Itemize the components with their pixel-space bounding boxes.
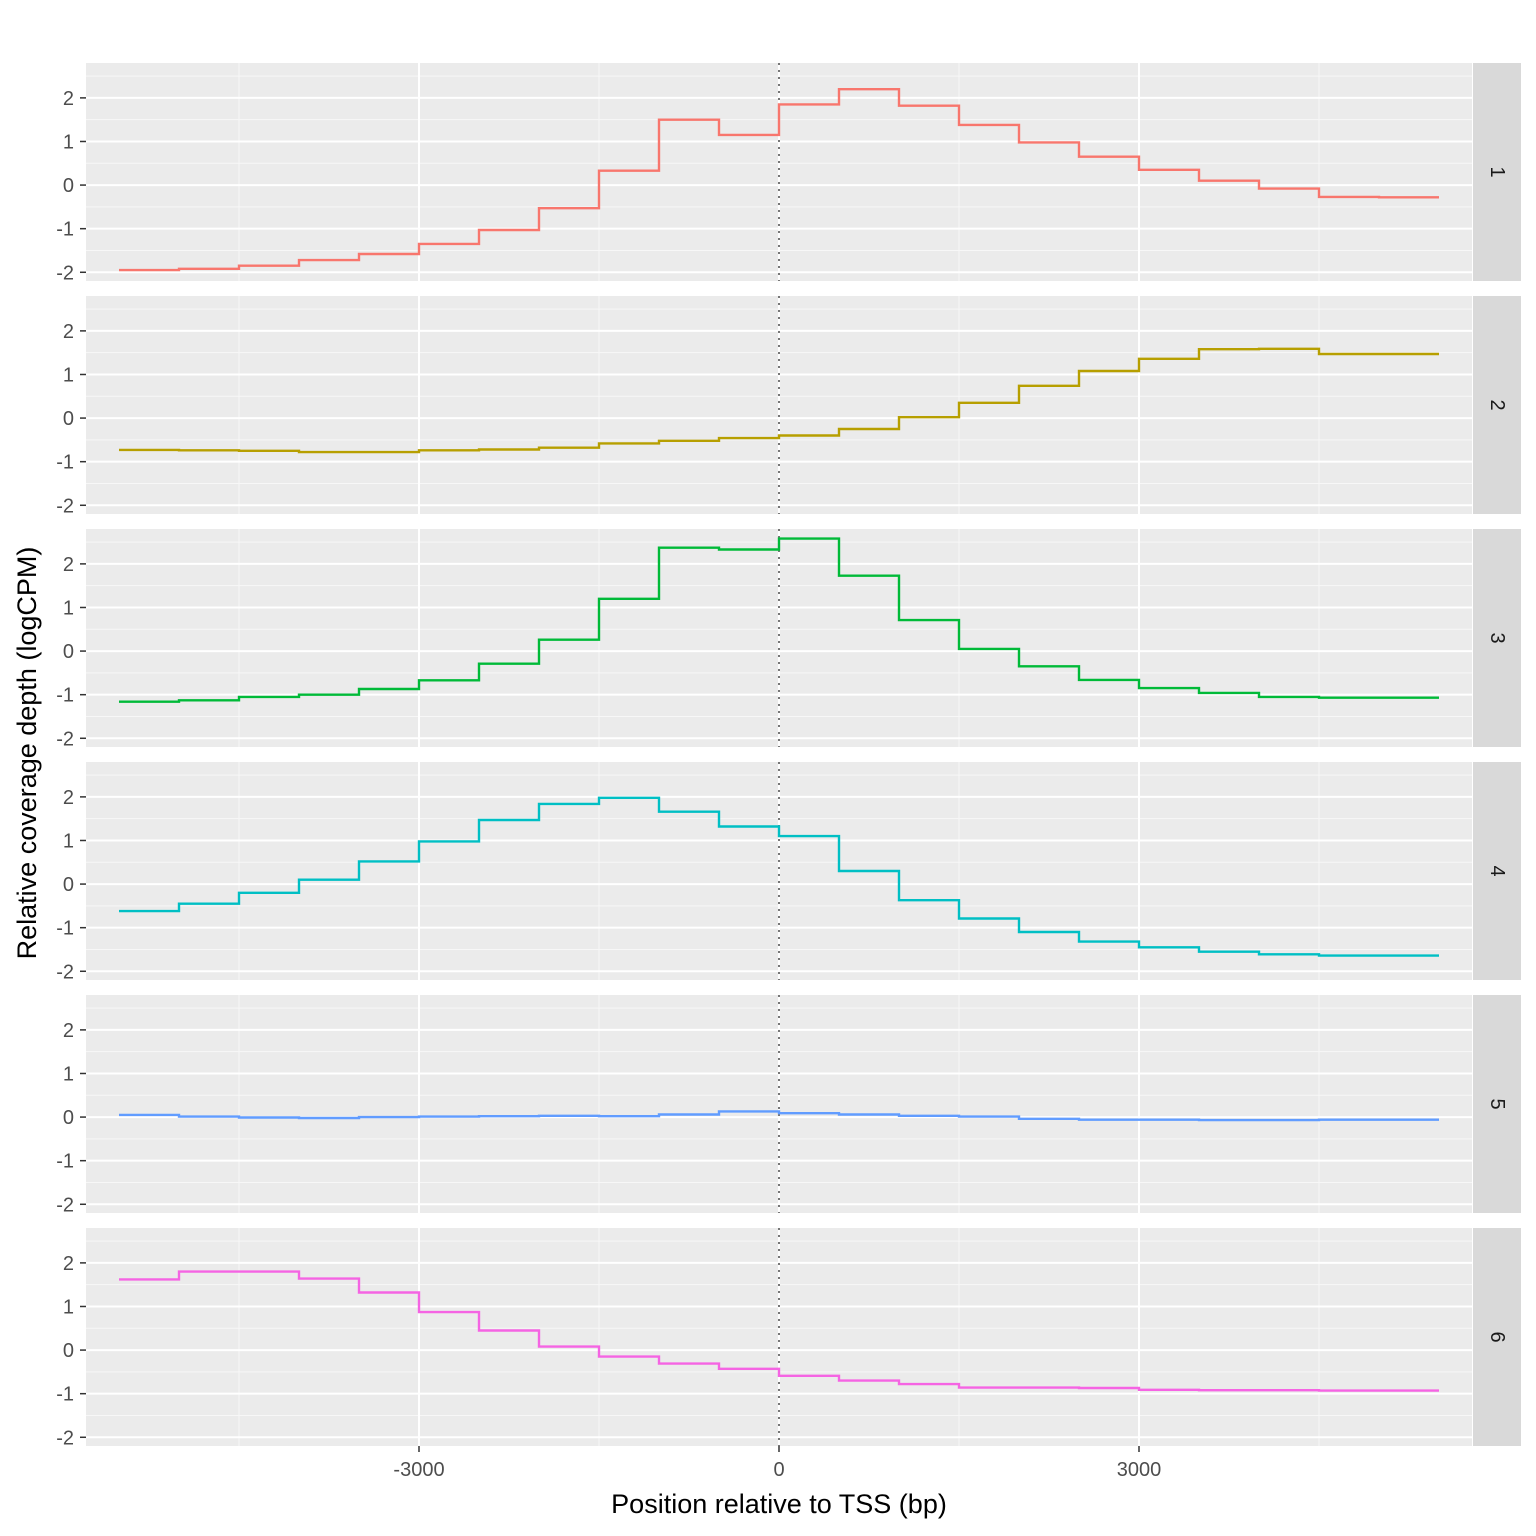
facet-strip: [1473, 63, 1521, 281]
y-tick-label: 0: [63, 1340, 74, 1362]
facet-strip: [1473, 995, 1521, 1213]
facet-panels: -2 -1 0 1 2 1 -2 -1 0 1 2 2 -2 -1 0 1 2 3 -2 -1 0 1 2 4 -2 -1 0 1 2 5…: [56, 63, 1521, 1481]
y-tick-label: 2: [63, 321, 74, 343]
facet-strip-label: 3: [1486, 632, 1508, 643]
y-tick-label: -1: [56, 918, 74, 940]
facet-strip-label: 1: [1486, 166, 1508, 177]
series-line-3: [119, 537, 1439, 703]
series-line-6: [119, 1270, 1439, 1392]
facet-strip: [1473, 529, 1521, 747]
y-tick-label: 0: [63, 408, 74, 430]
y-tick-label: -2: [56, 262, 74, 284]
facet-strip: [1473, 762, 1521, 980]
x-tick-label: 3000: [1117, 1459, 1162, 1481]
y-tick-label: -2: [56, 728, 74, 750]
facet-strip-label: 6: [1486, 1331, 1508, 1342]
facet-strip-label: 5: [1486, 1098, 1508, 1109]
facet-panel-1: -2 -1 0 1 2 1: [56, 63, 1521, 284]
series-line-4: [119, 796, 1439, 957]
y-tick-label: 1: [63, 1063, 74, 1085]
y-tick-label: 0: [63, 874, 74, 896]
facet-panel-4: -2 -1 0 1 2 4: [56, 762, 1521, 983]
y-tick-label: 1: [63, 1296, 74, 1318]
series-line-1: [119, 88, 1439, 272]
facet-strip-label: 2: [1486, 399, 1508, 410]
y-tick-label: -1: [56, 1151, 74, 1173]
x-axis-title: Position relative to TSS (bp): [611, 1489, 947, 1519]
y-tick-label: 2: [63, 88, 74, 110]
facet-panel-6: -2 -1 0 1 2 6: [56, 1228, 1521, 1449]
x-tick-label: -3000: [393, 1459, 444, 1481]
facet-strip-label: 4: [1486, 865, 1508, 876]
x-tick-label: 0: [773, 1459, 784, 1481]
y-tick-label: -2: [56, 495, 74, 517]
series-line-5: [119, 1110, 1439, 1122]
y-tick-label: 0: [63, 1107, 74, 1129]
y-tick-label: -1: [56, 452, 74, 474]
y-tick-label: -2: [56, 1427, 74, 1449]
y-tick-label: -2: [56, 961, 74, 983]
y-tick-label: 0: [63, 175, 74, 197]
y-tick-label: 2: [63, 554, 74, 576]
facet-panel-3: -2 -1 0 1 2 3: [56, 529, 1521, 750]
facet-panel-2: -2 -1 0 1 2 2: [56, 296, 1521, 517]
y-tick-label: 1: [63, 131, 74, 153]
facet-panel-5: -2 -1 0 1 2 5: [56, 995, 1521, 1216]
facet-strip: [1473, 1228, 1521, 1446]
y-tick-label: -1: [56, 219, 74, 241]
y-tick-label: 1: [63, 830, 74, 852]
y-tick-label: -1: [56, 1384, 74, 1406]
y-tick-label: 1: [63, 597, 74, 619]
series-line-2: [119, 347, 1439, 454]
y-tick-label: -1: [56, 685, 74, 707]
y-tick-label: 2: [63, 1253, 74, 1275]
y-tick-label: 2: [63, 787, 74, 809]
y-axis-title: Relative coverage depth (logCPM): [12, 547, 42, 960]
facet-strip: [1473, 296, 1521, 514]
y-tick-label: 0: [63, 641, 74, 663]
y-tick-label: 2: [63, 1020, 74, 1042]
y-tick-label: 1: [63, 364, 74, 386]
y-tick-label: -2: [56, 1194, 74, 1216]
